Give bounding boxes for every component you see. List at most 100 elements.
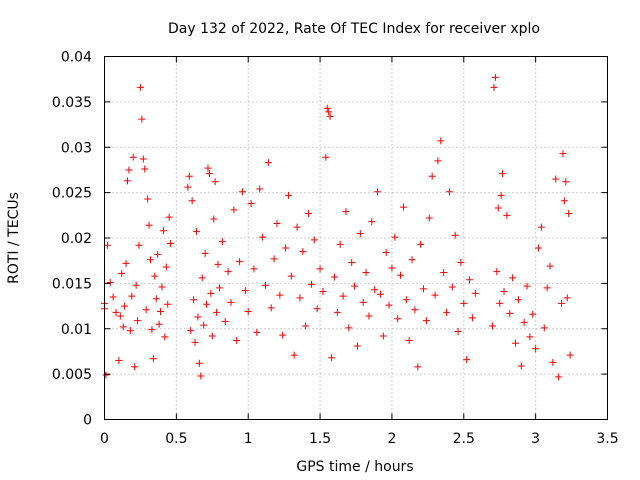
data-point	[198, 274, 206, 282]
data-point	[417, 240, 425, 248]
data-point	[159, 227, 167, 235]
y-tick-label: 0.01	[61, 322, 92, 338]
data-point	[454, 327, 462, 335]
data-point	[118, 269, 126, 277]
data-point	[537, 223, 545, 231]
data-point	[135, 241, 143, 249]
data-point	[190, 296, 198, 304]
data-point	[236, 258, 244, 266]
data-point	[494, 204, 502, 212]
data-point	[109, 293, 117, 301]
y-tick-label: 0.015	[52, 276, 92, 292]
data-point	[112, 308, 120, 316]
data-point	[267, 304, 275, 312]
data-point	[512, 339, 520, 347]
data-point	[328, 354, 336, 362]
data-point	[247, 200, 255, 208]
data-point	[218, 238, 226, 246]
y-tick-label: 0.035	[52, 95, 92, 111]
data-point	[119, 323, 127, 331]
data-point	[167, 239, 175, 247]
data-point	[549, 358, 557, 366]
data-point	[529, 310, 537, 318]
data-point	[503, 211, 511, 219]
data-point	[374, 188, 382, 196]
data-point	[230, 206, 238, 214]
data-point	[391, 233, 399, 241]
data-point	[356, 229, 364, 237]
data-point	[457, 259, 465, 267]
data-point	[204, 164, 212, 172]
data-point	[428, 172, 436, 180]
data-point	[279, 331, 287, 339]
data-point	[244, 308, 252, 316]
x-tick-label: 0.5	[165, 431, 187, 447]
data-point	[359, 298, 367, 306]
data-point	[523, 282, 531, 290]
scatter-points	[101, 73, 574, 381]
data-point	[106, 278, 114, 286]
data-point	[139, 155, 147, 163]
data-point	[126, 327, 134, 335]
data-point	[552, 175, 560, 183]
data-point	[233, 337, 241, 345]
data-point	[221, 317, 229, 325]
data-point	[136, 83, 144, 91]
data-point	[261, 281, 269, 289]
grid-lines	[104, 56, 608, 420]
data-point	[543, 284, 551, 292]
data-point	[191, 338, 199, 346]
y-tick-label: 0.04	[61, 50, 92, 66]
data-point	[211, 178, 219, 186]
data-point	[200, 321, 208, 329]
data-point	[188, 197, 196, 205]
data-point	[208, 332, 216, 340]
data-point	[205, 170, 213, 178]
data-point	[161, 333, 169, 341]
data-point	[103, 241, 111, 249]
data-point	[330, 273, 338, 281]
data-point	[201, 249, 209, 257]
data-point	[325, 108, 333, 116]
data-point	[122, 259, 130, 267]
data-point	[282, 244, 290, 252]
data-point	[535, 244, 543, 252]
data-point	[284, 191, 292, 199]
data-point	[224, 268, 232, 276]
data-point	[559, 150, 567, 158]
data-point	[241, 287, 249, 295]
data-point	[145, 221, 153, 229]
data-point	[514, 296, 522, 304]
data-point	[526, 333, 534, 341]
data-point	[138, 115, 146, 123]
y-axis-label: ROTI / TECUs	[6, 192, 22, 284]
data-point	[560, 197, 568, 205]
data-point	[102, 371, 110, 379]
data-point	[408, 256, 416, 264]
data-point	[345, 324, 353, 332]
data-point	[414, 363, 422, 371]
data-point	[129, 153, 137, 161]
data-point	[563, 294, 571, 302]
data-point	[558, 299, 566, 307]
data-point	[496, 299, 504, 307]
data-point	[497, 191, 505, 199]
data-point	[437, 137, 445, 145]
data-point	[299, 248, 307, 256]
data-point	[506, 309, 514, 317]
data-point	[440, 268, 448, 276]
data-point	[197, 372, 205, 380]
data-point	[402, 296, 410, 304]
data-point	[264, 159, 272, 167]
data-point	[371, 286, 379, 294]
data-point	[500, 288, 508, 296]
data-point	[152, 295, 160, 303]
data-point	[296, 294, 304, 302]
data-point	[132, 281, 140, 289]
data-point	[210, 215, 218, 223]
data-point	[187, 327, 195, 335]
data-point	[151, 272, 159, 280]
data-point	[157, 308, 165, 316]
data-point	[128, 292, 136, 300]
data-point	[555, 373, 563, 381]
